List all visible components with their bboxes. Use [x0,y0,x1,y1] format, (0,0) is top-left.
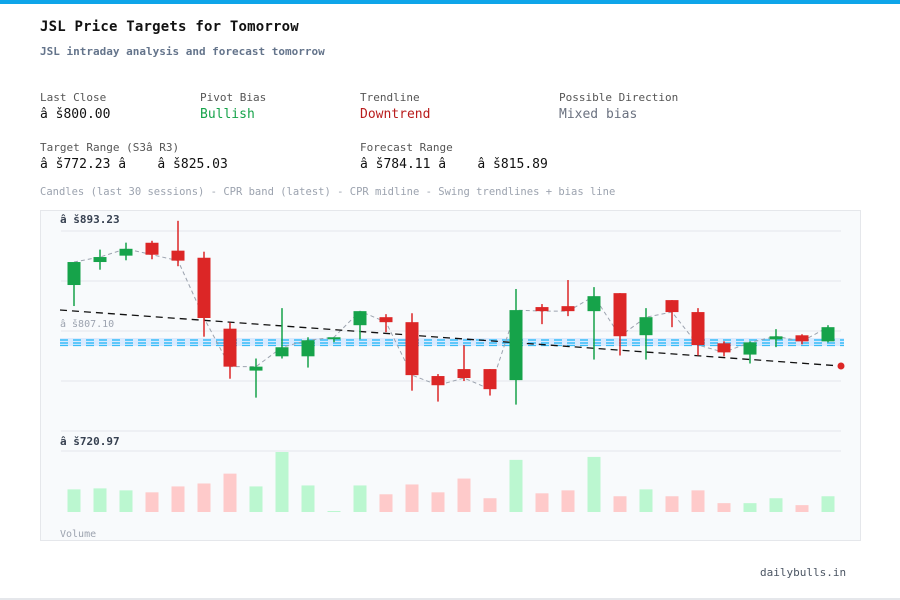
volume-bar [379,494,393,512]
candle-down [691,312,705,346]
bias-endpoint-dot [837,362,845,370]
candle-up [509,310,523,381]
stat-label: Pivot Bias [200,91,267,104]
candle-up [821,327,835,342]
stat-label: Possible Direction [559,91,679,104]
candle-down [561,306,575,312]
volume-bar [223,473,237,512]
candle-up [587,296,601,312]
candle-down [483,369,497,390]
candle-up [327,337,341,340]
stat-value: â š800.00 [40,107,111,122]
stat-label: Trendline [360,91,420,104]
volume-bar [249,486,263,512]
candle-up [769,336,783,340]
volume-bar [691,490,705,512]
stat-value: â š784.11 â â š815.89 [360,157,548,172]
stat-possible-direction: Possible Direction Mixed bias [559,91,678,122]
stat-last-close: Last Close â š800.00 [40,91,110,122]
volume-bar [405,484,419,512]
volume-bar [457,478,471,512]
stat-pivot-bias: Pivot Bias Bullish [200,91,266,122]
candle-up [353,311,367,326]
volume-bar [67,489,81,512]
candle-down [405,322,419,376]
page-subtitle: JSL intraday analysis and forecast tomor… [40,45,325,58]
volume-bar [717,503,731,512]
y-axis-top-label: â š893.23 [60,213,120,226]
candle-down [171,250,185,261]
volume-bar [327,511,341,513]
candle-up [93,257,107,263]
y-axis-bottom-label: â š720.97 [60,435,120,448]
stat-label: Last Close [40,91,107,104]
volume-bar [665,496,679,512]
volume-bar [171,486,185,512]
stat-value: Bullish [200,107,255,122]
volume-bar [145,492,159,512]
price-chart[interactable]: â š893.23 â š720.97 â š807.10 Volume [40,210,861,541]
brand-footer[interactable]: dailybulls.in [760,566,847,579]
candle-down [223,328,237,367]
stat-forecast-range: Forecast Range â š784.11 â â š815.89 [360,141,548,172]
close-path-line [73,248,829,390]
volume-bar [613,496,627,512]
volume-bar [769,498,783,512]
volume-bar [93,488,107,512]
candlestick-chart-svg: â š893.23 â š720.97 â š807.10 Volume [59,213,845,540]
candle-down [535,307,549,312]
cpr-band [60,338,844,346]
volume-bar [275,452,289,512]
cpr-label: â š807.10 [60,318,114,330]
stat-trendline: Trendline Downtrend [360,91,430,122]
candle-down [665,300,679,313]
candle-down [795,335,809,342]
candle-up [249,366,263,371]
volume-bar [743,503,757,512]
volume-bar [639,489,653,512]
stat-label: Target Range (S3â R3) [40,141,180,154]
candle-up [743,342,757,355]
volume-bar [431,492,445,512]
volume-bar [483,498,497,512]
divider [0,598,900,600]
volume-bar [353,485,367,512]
candle-up [119,248,133,256]
stat-value: Downtrend [360,107,431,122]
stat-value: Mixed bias [559,107,638,122]
candle-down [197,257,211,318]
candle-down [613,293,627,337]
candle-up [301,340,315,357]
candle-down [145,242,159,255]
bias-trendline [59,309,842,367]
volume-bar [301,485,315,512]
candle-down [431,376,445,386]
page-title: JSL Price Targets for Tomorrow [40,19,299,35]
candle-up [67,262,81,286]
volume-bar [587,456,601,512]
volume-bar [119,490,133,512]
stat-target-range: Target Range (S3â R3) â š772.23 â â š825… [40,141,228,172]
volume-bar [197,483,211,512]
chart-caption: Candles (last 30 sessions) - CPR band (l… [40,186,616,198]
accent-bar [0,0,900,4]
candle-up [275,347,289,357]
candle-up [639,317,653,336]
candle-down [379,317,393,323]
volume-bar [561,490,575,512]
volume-bar [795,505,809,512]
candle-down [457,369,471,379]
stat-value: â š772.23 â â š825.03 [40,157,228,172]
volume-bar [821,496,835,512]
stat-label: Forecast Range [360,141,453,154]
candle-down [717,343,731,353]
volume-bar [509,459,523,512]
volume-bar [535,493,549,512]
volume-label: Volume [60,529,96,540]
